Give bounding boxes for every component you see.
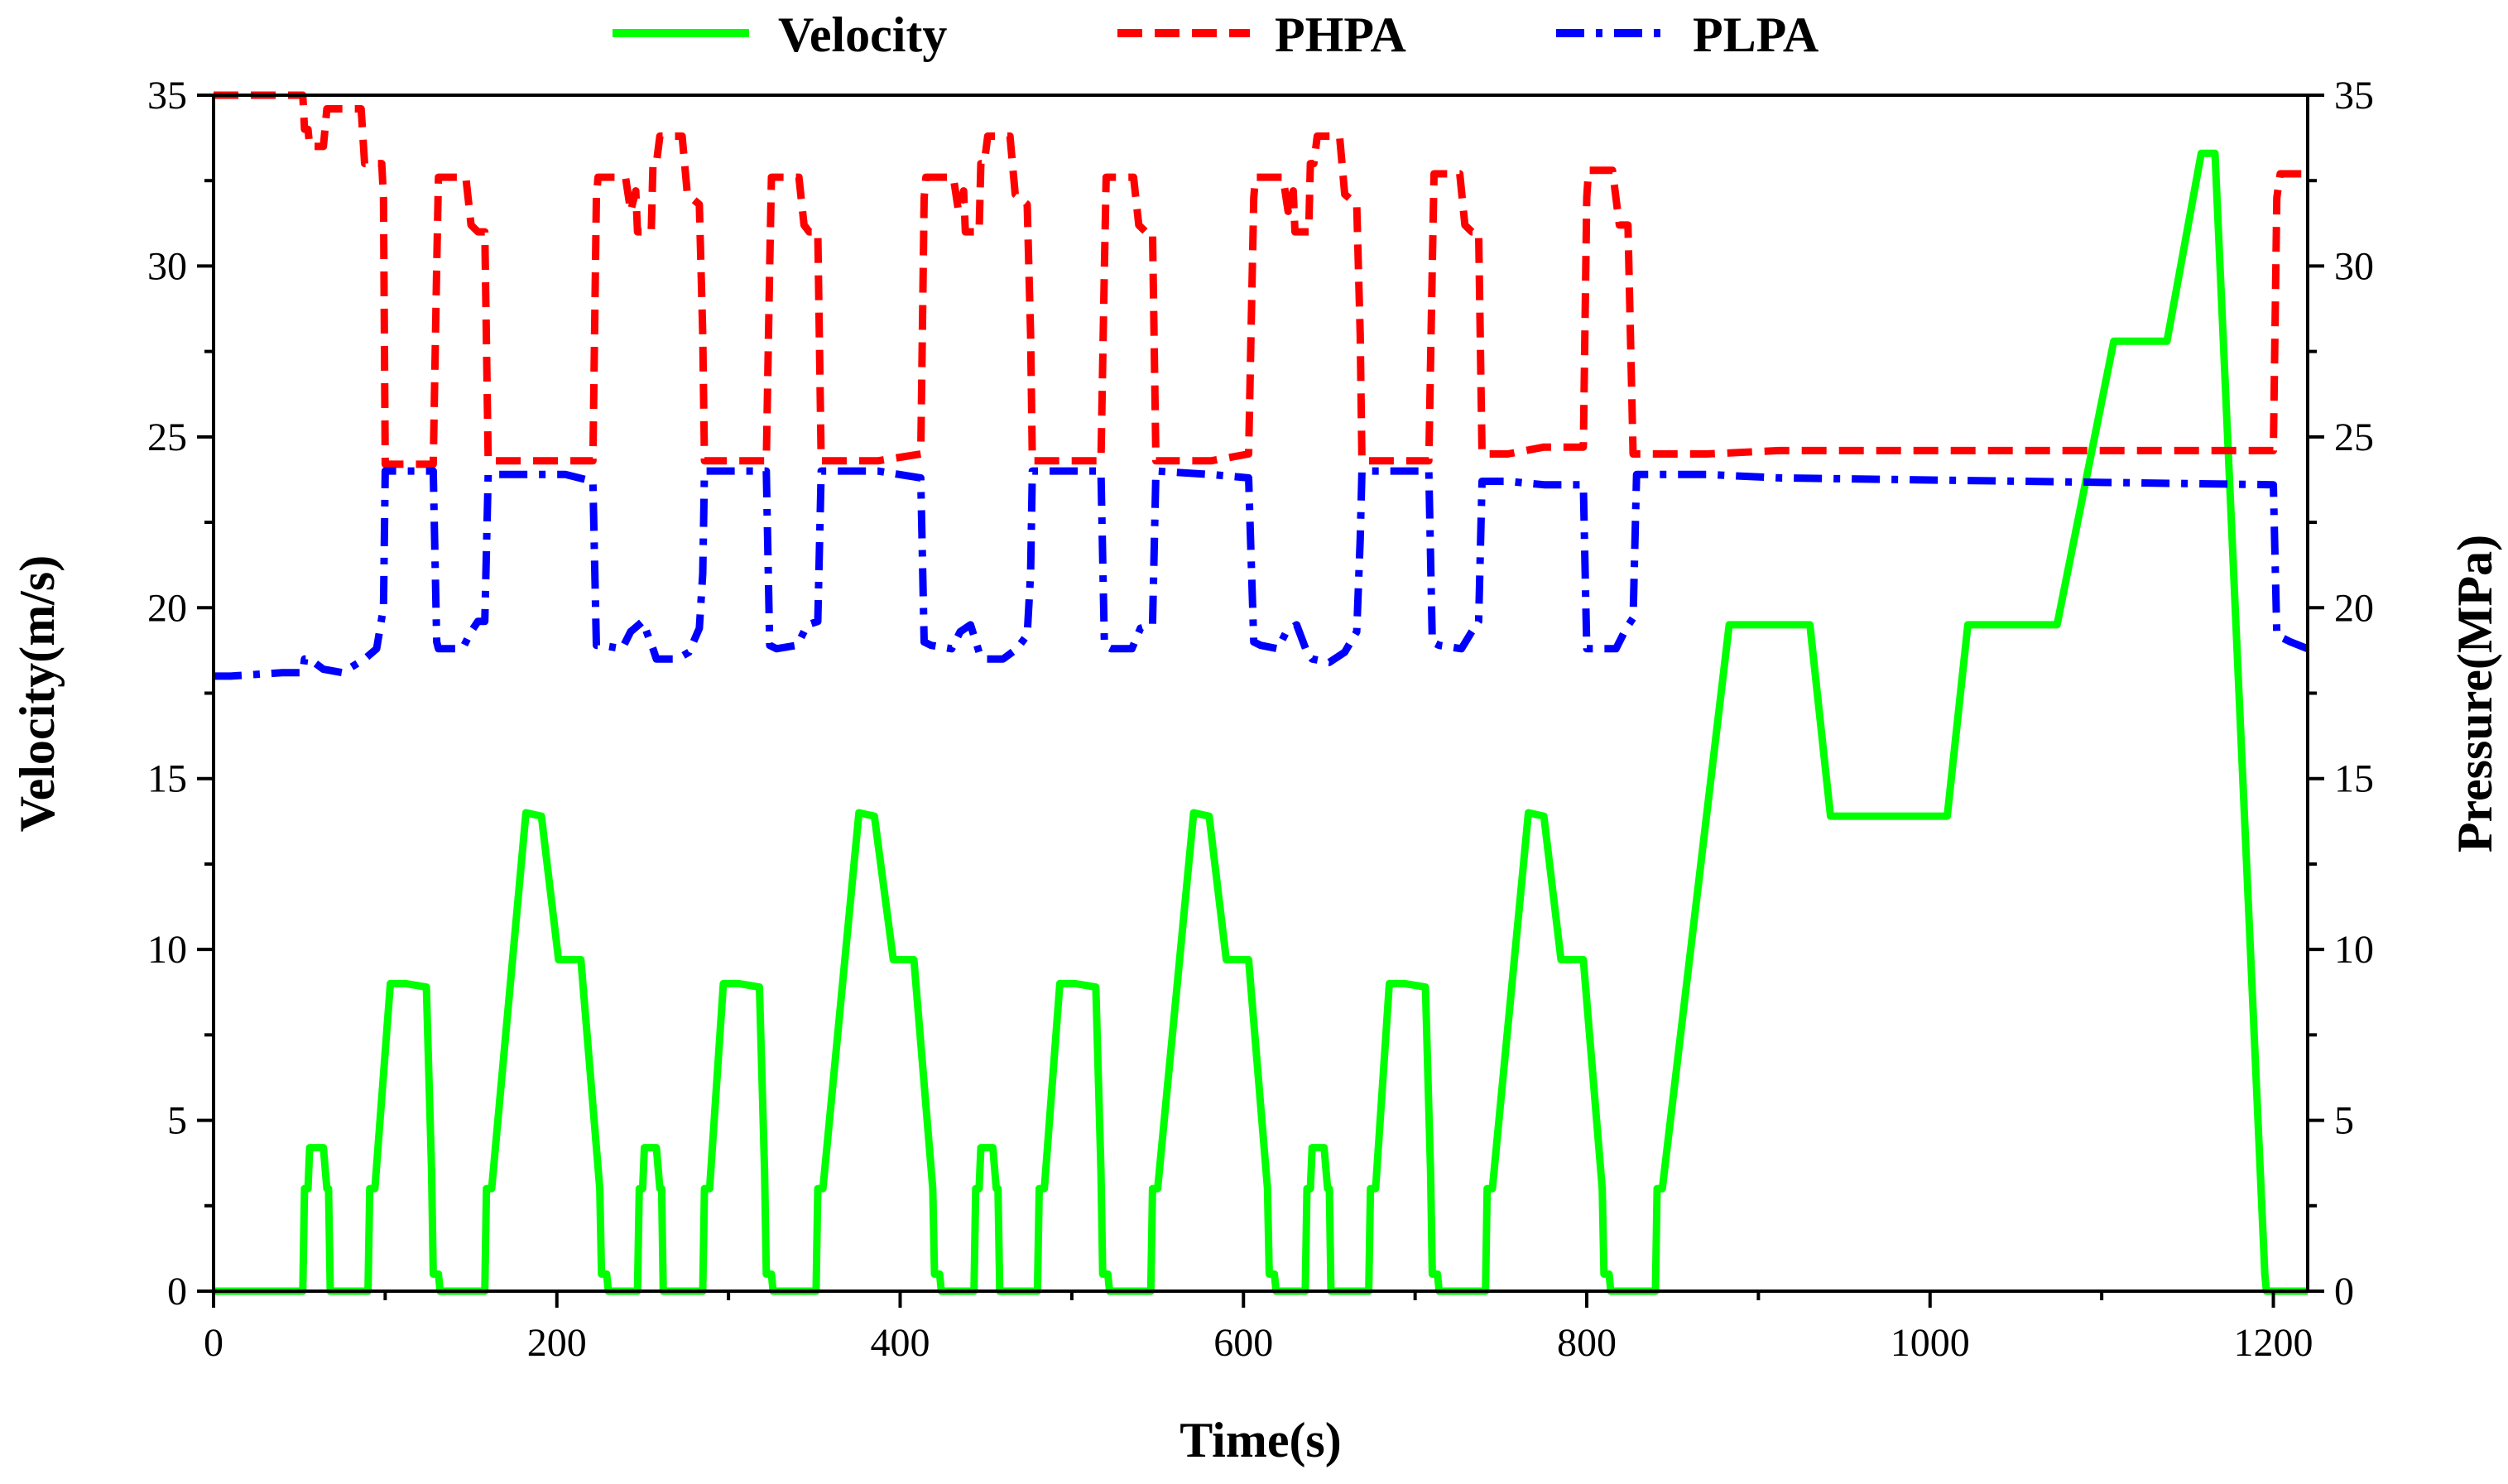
- y-right-tick-label: 5: [2334, 1099, 2354, 1143]
- y-left-tick-label: 20: [147, 586, 187, 630]
- legend-label-velocity: Velocity: [778, 7, 947, 62]
- series-line-phpa: [214, 91, 2308, 468]
- legend-label-phpa: PHPA: [1275, 7, 1406, 62]
- x-tick-label: 0: [204, 1321, 223, 1365]
- y-right-tick-label: 10: [2334, 928, 2374, 972]
- y-right-tick-label: 15: [2334, 757, 2374, 801]
- y-left-axis-title: Velocity(m/s): [10, 555, 65, 832]
- legend: Velocity PHPA PLPA: [613, 7, 1819, 62]
- series-line-plpa: [214, 467, 2309, 680]
- y-right-tick-labels: 0 5 10 15 20 25 30 35: [2334, 74, 2374, 1314]
- x-tick-label: 400: [871, 1321, 930, 1365]
- y-left-tick-label: 0: [167, 1270, 187, 1314]
- legend-label-plpa: PLPA: [1693, 7, 1819, 62]
- y-right-axis-title: Pressure(MPa): [2448, 535, 2502, 852]
- y-right-tick-label: 30: [2334, 244, 2374, 288]
- x-tick-label: 600: [1213, 1321, 1273, 1365]
- x-tick-label: 1000: [1891, 1321, 1970, 1365]
- y-left-tick-labels: 0 5 10 15 20 25 30 35: [147, 74, 187, 1314]
- y-left-tick-label: 10: [147, 928, 187, 972]
- y-right-tick-label: 35: [2334, 74, 2374, 118]
- y-left-tick-label: 30: [147, 244, 187, 288]
- y-right-tick-label: 0: [2334, 1270, 2354, 1314]
- x-axis-title: Time(s): [1180, 1413, 1342, 1467]
- y-left-tick-label: 35: [147, 74, 187, 118]
- x-tick-label: 1200: [2234, 1321, 2313, 1365]
- x-tick-label: 200: [527, 1321, 587, 1365]
- x-tick-labels: 0 200 400 600 800 1000 1200: [204, 1321, 2313, 1365]
- y-right-tick-label: 25: [2334, 415, 2374, 459]
- y-left-tick-label: 25: [147, 415, 187, 459]
- x-tick-label: 800: [1557, 1321, 1617, 1365]
- y-right-tick-label: 20: [2334, 586, 2374, 630]
- y-left-tick-label: 15: [147, 757, 187, 801]
- y-left-tick-label: 5: [167, 1099, 187, 1143]
- ticks-group: [197, 94, 2324, 1308]
